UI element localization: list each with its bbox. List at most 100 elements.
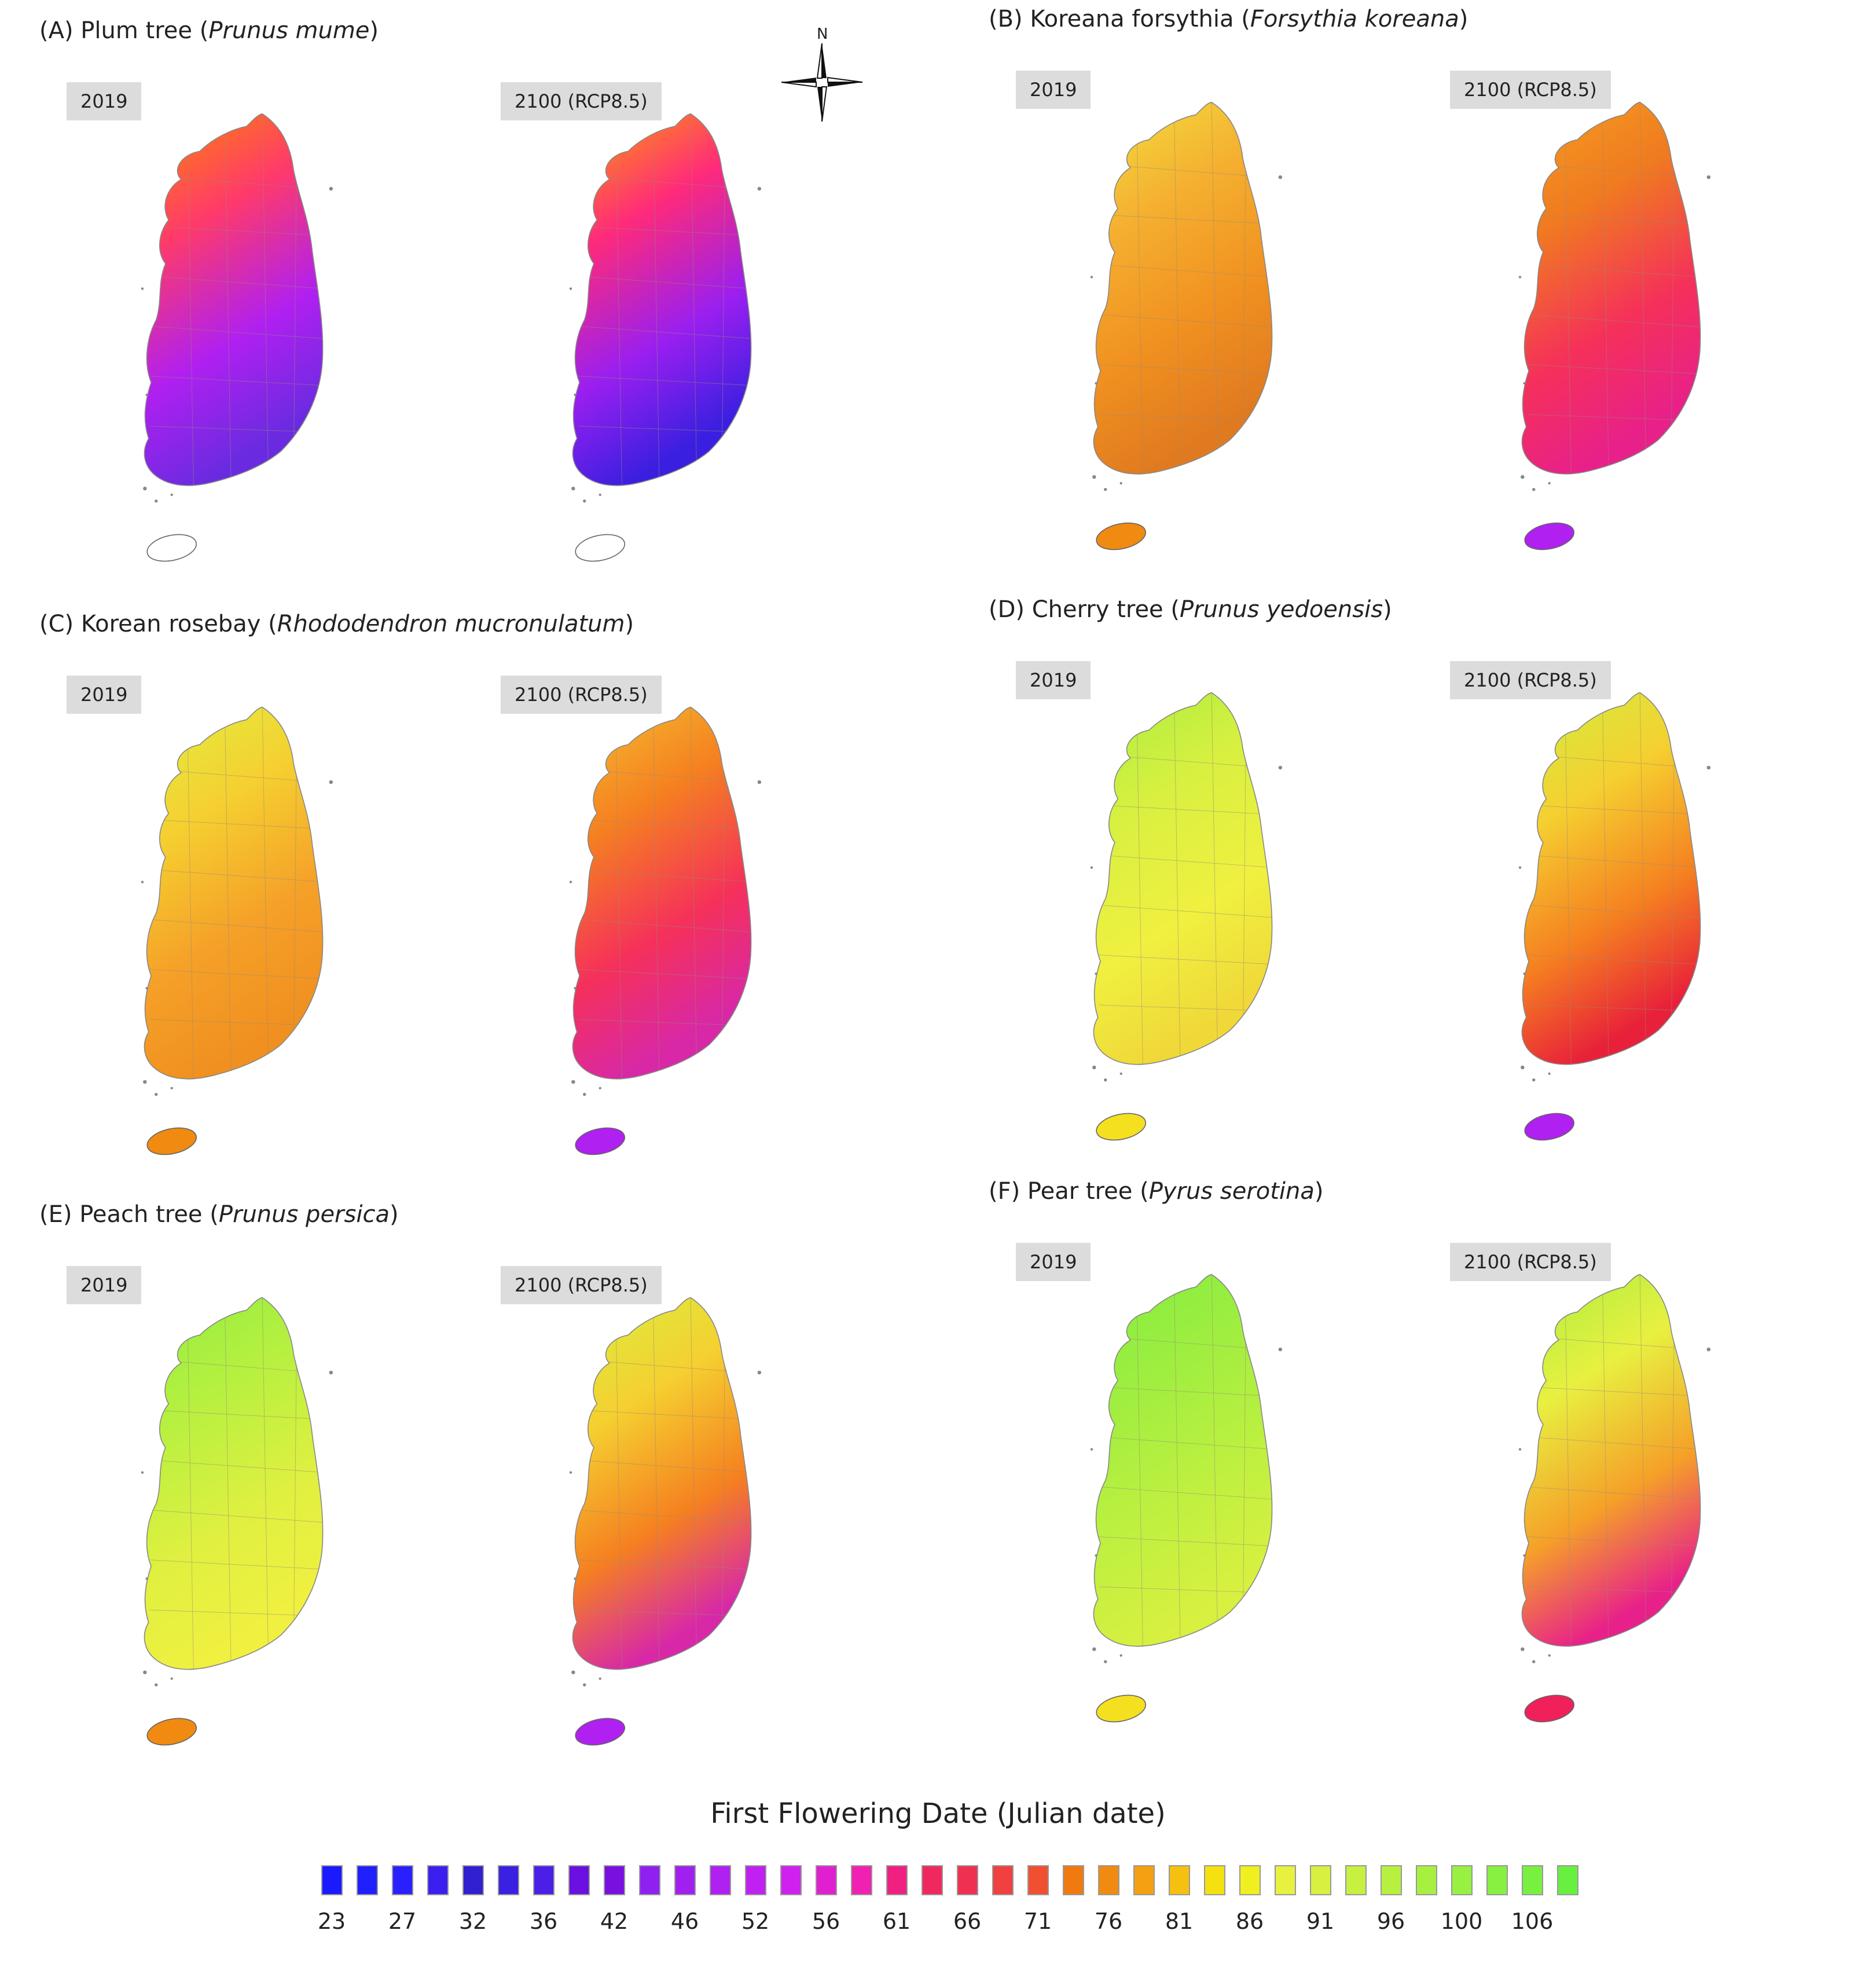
panel-title-prefix: (C) Korean rosebay (: [39, 611, 277, 637]
legend-swatch: [1416, 1865, 1437, 1895]
legend-swatch: [1027, 1865, 1049, 1895]
year-tag-2019: 2019: [1016, 71, 1091, 109]
map-2019: [64, 101, 411, 576]
legend-swatch: [604, 1865, 625, 1895]
panel-title-prefix: (E) Peach tree (: [39, 1201, 219, 1228]
species-name: Prunus persica: [218, 1201, 390, 1228]
legend-tick-label: 100: [1440, 1909, 1483, 1934]
panel-title-prefix: (B) Koreana forsythia (: [989, 6, 1250, 32]
legend-swatch: [1204, 1865, 1225, 1895]
legend-swatch: [1098, 1865, 1119, 1895]
map-2100: [1441, 680, 1789, 1155]
legend-tick-label: 32: [458, 1909, 487, 1934]
year-tag-2100: 2100 (RCP8.5): [501, 676, 662, 714]
legend-swatch: [321, 1865, 343, 1895]
legend-tick-label: 96: [1376, 1909, 1405, 1934]
year-tag-2019: 2019: [67, 676, 142, 714]
legend-swatch: [674, 1865, 696, 1895]
legend-swatch: [1239, 1865, 1261, 1895]
map-2019: [1013, 90, 1360, 564]
legend-tick-label: 56: [812, 1909, 840, 1934]
legend-swatch: [1275, 1865, 1296, 1895]
legend-swatch: [886, 1865, 908, 1895]
legend-swatch: [780, 1865, 802, 1895]
year-tag-2019: 2019: [67, 1266, 142, 1304]
legend-swatch: [533, 1865, 555, 1895]
species-name: Prunus yedoensis: [1179, 596, 1383, 623]
legend-swatch: [392, 1865, 413, 1895]
legend-swatch: [1451, 1865, 1473, 1895]
legend-swatch: [710, 1865, 731, 1895]
panel-title-suffix: ): [1383, 596, 1392, 623]
year-tag-2019: 2019: [1016, 661, 1091, 699]
legend-tick-label: 52: [741, 1909, 770, 1934]
panel-title-suffix: ): [625, 611, 634, 637]
panel-title: (E) Peach tree (Prunus persica): [39, 1201, 399, 1228]
legend-swatch: [851, 1865, 872, 1895]
legend-swatch: [1169, 1865, 1190, 1895]
legend-tick-label: 81: [1165, 1909, 1194, 1934]
legend-swatch: [1522, 1865, 1543, 1895]
map-2019: [1013, 1262, 1360, 1737]
panel-title-prefix: (D) Cherry tree (: [989, 596, 1180, 623]
legend-tick-label: 23: [317, 1909, 346, 1934]
legend-color-scale: [321, 1865, 1578, 1895]
map-2100: [492, 1285, 839, 1760]
panel-title-suffix: ): [369, 17, 379, 44]
panel-title: (A) Plum tree (Prunus mume): [39, 17, 379, 44]
legend-swatch: [427, 1865, 449, 1895]
year-tag-2019: 2019: [67, 82, 142, 120]
compass: N: [779, 25, 865, 127]
map-2100: [1441, 1262, 1789, 1737]
species-name: Forsythia koreana: [1250, 6, 1459, 32]
species-name: Rhododendron mucronulatum: [277, 611, 625, 637]
map-2100: [492, 101, 839, 576]
legend-swatch: [1133, 1865, 1155, 1895]
legend-swatch: [957, 1865, 978, 1895]
legend-tick-label: 42: [600, 1909, 629, 1934]
legend-swatch: [816, 1865, 837, 1895]
species-name: Prunus mume: [208, 17, 370, 44]
legend-swatch: [1310, 1865, 1331, 1895]
year-tag-2100: 2100 (RCP8.5): [1450, 71, 1611, 109]
legend-swatch: [1486, 1865, 1508, 1895]
legend-swatch: [922, 1865, 943, 1895]
legend-swatch: [639, 1865, 660, 1895]
map-2100: [1441, 90, 1789, 564]
legend-swatch: [498, 1865, 519, 1895]
panel-title-suffix: ): [1314, 1178, 1324, 1205]
legend-swatch: [568, 1865, 590, 1895]
map-2100: [492, 695, 839, 1169]
map-2019: [64, 1285, 411, 1760]
map-panel-d: (D) Cherry tree (Prunus yedoensis) 2019 …: [978, 596, 1876, 1181]
map-2019: [1013, 680, 1360, 1155]
year-tag-2100: 2100 (RCP8.5): [1450, 661, 1611, 699]
legend-tick-label: 86: [1235, 1909, 1264, 1934]
year-tag-2019: 2019: [1016, 1243, 1091, 1281]
legend-swatch: [1557, 1865, 1578, 1895]
panel-title: (D) Cherry tree (Prunus yedoensis): [989, 596, 1392, 623]
legend-tick-label: 106: [1511, 1909, 1554, 1934]
legend-tick-label: 71: [1023, 1909, 1052, 1934]
legend-swatch: [1345, 1865, 1367, 1895]
legend-tick-label: 66: [953, 1909, 982, 1934]
legend-swatch: [992, 1865, 1014, 1895]
legend-tick-label: 36: [529, 1909, 558, 1934]
legend-title: First Flowering Date (Julian date): [710, 1797, 1166, 1830]
map-panel-f: (F) Pear tree (Pyrus serotina) 2019 2100…: [978, 1178, 1876, 1763]
species-name: Pyrus serotina: [1148, 1178, 1315, 1205]
legend-tick-label: 76: [1094, 1909, 1123, 1934]
legend-swatch: [1063, 1865, 1084, 1895]
legend-tick-label: 27: [388, 1909, 417, 1934]
legend-tick-label: 61: [882, 1909, 911, 1934]
panel-title: (C) Korean rosebay (Rhododendron mucronu…: [39, 611, 634, 637]
compass-rose-icon: [781, 43, 863, 122]
year-tag-2100: 2100 (RCP8.5): [501, 1266, 662, 1304]
map-2019: [64, 695, 411, 1169]
legend-swatch: [357, 1865, 378, 1895]
map-panel-b: (B) Koreana forsythia (Forsythia koreana…: [978, 6, 1876, 590]
panel-title-prefix: (F) Pear tree (: [989, 1178, 1149, 1205]
panel-title: (B) Koreana forsythia (Forsythia koreana…: [989, 6, 1468, 32]
year-tag-2100: 2100 (RCP8.5): [1450, 1243, 1611, 1281]
panel-title-suffix: ): [389, 1201, 399, 1228]
